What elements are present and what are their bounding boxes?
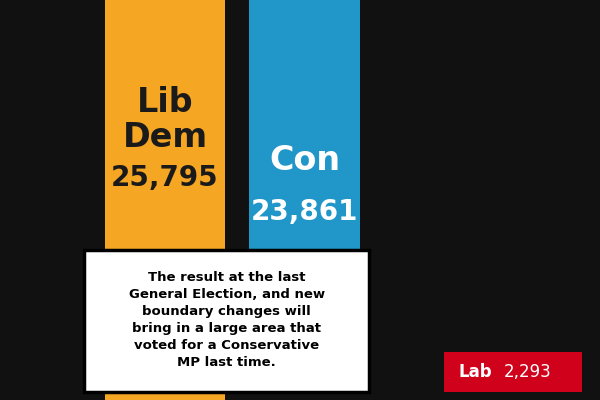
Text: 25,795: 25,795 xyxy=(111,164,219,192)
Bar xyxy=(105,0,225,400)
Text: 23,861: 23,861 xyxy=(251,198,358,226)
Bar xyxy=(249,0,360,370)
Text: Con: Con xyxy=(269,144,340,176)
Text: 2,293: 2,293 xyxy=(504,363,552,381)
Text: Lib
Dem: Lib Dem xyxy=(122,86,208,154)
Bar xyxy=(444,352,582,392)
FancyBboxPatch shape xyxy=(84,250,369,392)
Text: The result at the last
General Election, and new
boundary changes will
bring in : The result at the last General Election,… xyxy=(129,271,325,369)
Text: Lab: Lab xyxy=(459,363,493,381)
